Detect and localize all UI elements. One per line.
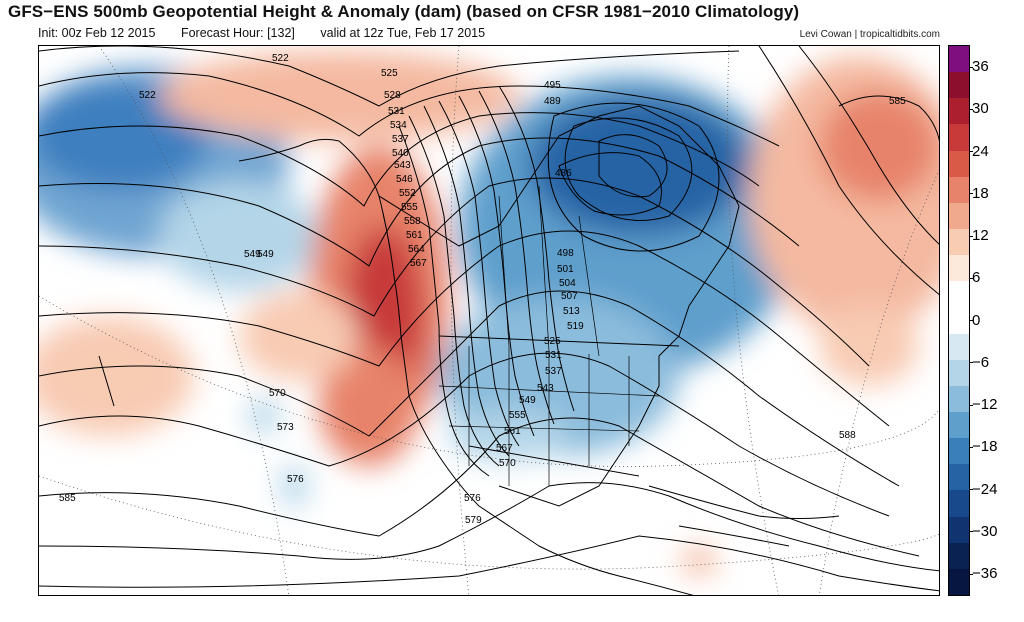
height-contours	[39, 46, 939, 592]
colorbar-segment	[949, 359, 969, 387]
contour-label: 585	[889, 96, 906, 107]
valid-time: valid at 12z Tue, Feb 17 2015	[320, 26, 486, 40]
colorbar-segment	[949, 72, 969, 99]
contour-label: 543	[394, 160, 411, 171]
contour-label: 543	[537, 383, 554, 394]
contour-label: 528	[384, 90, 401, 101]
colorbar-segment	[949, 98, 969, 125]
colorbar-segment	[949, 124, 969, 152]
colorbar-tick-label: 36	[969, 58, 989, 75]
contour-label: 549	[519, 395, 536, 406]
contour-label: 567	[496, 443, 513, 454]
colorbar-segment	[949, 438, 969, 465]
colorbar-tick-label: −36	[968, 565, 998, 582]
contour-labels: 5225225255285315345375405435465495525555…	[59, 53, 906, 526]
map-panel: 522 522 525 528 531 534 537 540 543 546 549 552 555 5…	[38, 45, 940, 596]
contour-label: 588	[839, 430, 856, 441]
contour-label: 531	[388, 106, 405, 117]
contour-label: 531	[545, 350, 562, 361]
colorbar-segment	[949, 176, 969, 204]
colorbar-segment	[949, 385, 969, 413]
init-time: Init: 00z Feb 12 2015	[38, 26, 156, 40]
colorbar-tick-label: −30	[968, 522, 998, 540]
contour-label: 567	[410, 258, 427, 269]
chart-title: GFS−ENS 500mb Geopotential Height & Anom…	[8, 2, 800, 21]
colorbar-segment	[949, 568, 969, 596]
contour-label: 546	[396, 174, 413, 185]
colorbar-segment	[949, 255, 969, 282]
contour-label: 561	[406, 230, 423, 241]
run-info: Init: 00z Feb 12 2015 Forecast Hour: [13…	[38, 26, 507, 40]
anomaly-colorbar	[948, 45, 970, 596]
anomaly-shading	[39, 51, 939, 575]
forecast-hour: Forecast Hour: [132]	[180, 26, 295, 40]
contour-label: 564	[408, 244, 425, 255]
contour-label: 522	[139, 90, 156, 101]
contour-label: 585	[59, 493, 76, 504]
contour-label: 561	[504, 426, 521, 437]
colorbar-segment	[949, 229, 969, 256]
contour-label: 513	[563, 306, 580, 317]
colorbar-segment	[949, 542, 969, 570]
contour-label: 552	[399, 188, 416, 199]
contour-label: 555	[401, 202, 418, 213]
contour-label: 525	[544, 336, 561, 347]
contour-label: 576	[287, 474, 304, 485]
colorbar-tick-label: 30	[969, 100, 989, 118]
contour-label: 549	[244, 249, 261, 260]
colorbar-segment	[949, 516, 969, 544]
colorbar-tick-label: 24	[969, 142, 989, 160]
colorbar-segment	[949, 307, 969, 335]
coastlines	[98, 105, 840, 595]
contour-label: 579	[465, 515, 482, 526]
colorbar-tick-label: −12	[968, 396, 998, 413]
contour-label: 486	[555, 168, 572, 179]
contour-label: 498	[557, 248, 574, 259]
colorbar-tick-label: 18	[969, 184, 989, 202]
contour-label: 525	[381, 68, 398, 79]
author-credit: Levi Cowan | tropicaltidbits.com	[799, 29, 940, 40]
contour-label: 501	[557, 264, 574, 275]
colorbar-segment	[949, 464, 969, 491]
contour-label: 537	[545, 366, 562, 377]
colorbar-tick-label: −24	[968, 480, 998, 498]
colorbar-tick-label: −6	[968, 353, 990, 371]
contour-label: 537	[392, 134, 409, 145]
colorbar-segment	[949, 490, 969, 518]
colorbar-segment	[949, 46, 969, 73]
contour-label: 576	[464, 493, 481, 504]
colorbar-tick-label: 12	[969, 227, 989, 244]
contour-label: 495	[544, 80, 561, 91]
contour-label: 504	[559, 278, 576, 289]
contour-label: 519	[567, 321, 584, 332]
colorbar-tick-label: 6	[968, 269, 981, 287]
contour-label: 570	[499, 458, 516, 469]
colorbar-segment	[949, 412, 969, 439]
colorbar-segment	[949, 150, 969, 178]
contour-label: 534	[390, 120, 407, 131]
contour-label: 555	[509, 410, 526, 421]
contour-label: 489	[544, 96, 561, 107]
colorbar-segment	[949, 281, 969, 308]
contour-label: 573	[277, 422, 294, 433]
contour-label: 570	[269, 388, 286, 399]
contour-label: 549	[257, 249, 274, 260]
contour-label: 507	[561, 291, 578, 302]
contour-label: 558	[404, 216, 421, 227]
colorbar-segment	[949, 202, 969, 230]
colorbar-segment	[949, 333, 969, 361]
colorbar-tick-label: −18	[968, 438, 998, 456]
contour-label: 522	[272, 53, 289, 64]
colorbar-tick-label: 0	[968, 311, 981, 329]
height-anomaly-map: 5225225255285315345375405435465495525555…	[39, 46, 939, 595]
contour-label: 540	[392, 148, 409, 159]
